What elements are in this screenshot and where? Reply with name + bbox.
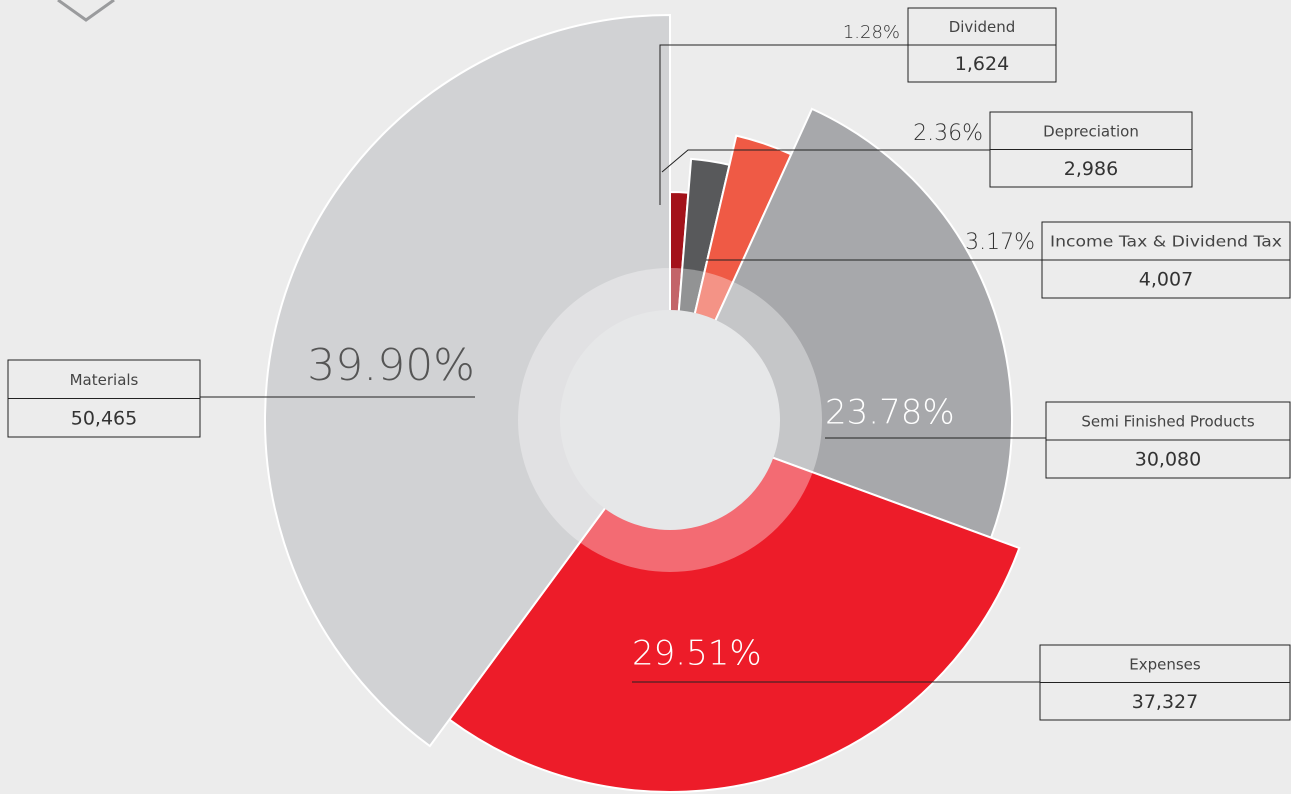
category-label: Income Tax & Dividend Tax bbox=[1050, 233, 1282, 251]
value-label: 1,624 bbox=[955, 53, 1009, 75]
leader-line bbox=[661, 149, 990, 173]
category-label: Expenses bbox=[1129, 655, 1201, 673]
slice bbox=[264, 13, 671, 748]
donut-hole bbox=[560, 310, 780, 530]
category-label: Dividend bbox=[949, 18, 1016, 36]
value-label: 37,327 bbox=[1132, 691, 1198, 713]
percent-label: 23.78% bbox=[825, 393, 955, 433]
leader-line bbox=[659, 44, 908, 205]
percent-label: 1.28% bbox=[843, 22, 900, 43]
percent-label: 29.51% bbox=[632, 634, 762, 674]
category-label: Semi Finished Products bbox=[1081, 413, 1254, 431]
percent-label: 3.17% bbox=[965, 230, 1035, 255]
percent-label: 2.36% bbox=[913, 121, 983, 146]
slice bbox=[447, 418, 1021, 793]
labels: Dividend 1,624 1.28% Depreciation 2,986 2.36%… bbox=[7, 7, 1291, 721]
category-label: Depreciation bbox=[1043, 122, 1139, 140]
value-label: 4,007 bbox=[1139, 269, 1193, 291]
percent-label: 39.90% bbox=[307, 340, 475, 391]
chevron-icon[interactable] bbox=[57, 0, 115, 22]
value-label: 2,986 bbox=[1064, 158, 1118, 180]
category-label: Materials bbox=[70, 371, 139, 389]
value-label: 50,465 bbox=[71, 407, 137, 429]
value-label: 30,080 bbox=[1135, 449, 1201, 471]
